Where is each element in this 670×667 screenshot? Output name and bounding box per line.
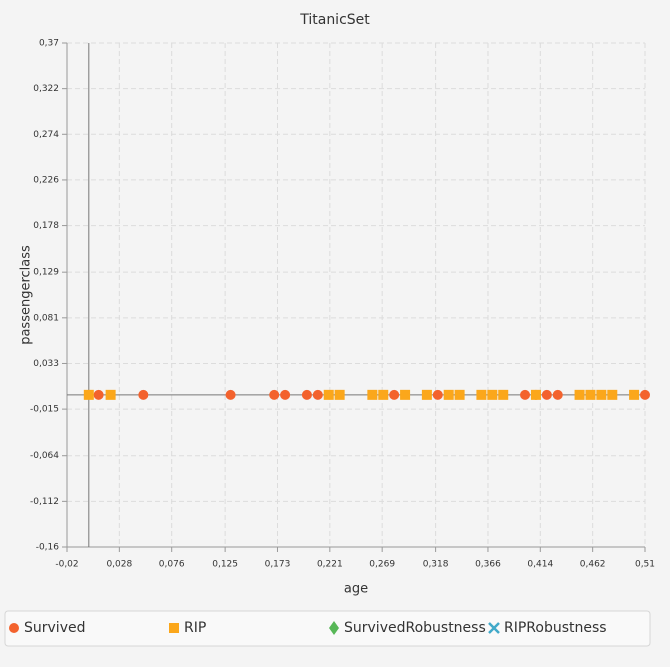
point bbox=[269, 389, 280, 400]
point bbox=[530, 389, 541, 400]
legend-label: RIPRobustness bbox=[504, 620, 607, 636]
legend-label: Survived bbox=[24, 620, 85, 636]
y-tick-label: -0,16 bbox=[36, 543, 60, 553]
point bbox=[443, 389, 454, 400]
point bbox=[432, 389, 443, 400]
point bbox=[389, 389, 400, 400]
plot-area bbox=[67, 43, 645, 547]
y-tick-label: 0,178 bbox=[33, 221, 59, 231]
point bbox=[454, 389, 465, 400]
point bbox=[323, 389, 334, 400]
y-tick-label: 0,37 bbox=[39, 39, 59, 49]
x-tick-label: 0,221 bbox=[317, 560, 343, 570]
point bbox=[552, 389, 563, 400]
y-tick-label: 0,322 bbox=[33, 84, 59, 94]
point bbox=[640, 389, 650, 400]
y-tick-label: 0,033 bbox=[33, 359, 59, 369]
y-tick-label: 0,274 bbox=[33, 130, 59, 140]
x-tick-label: 0,028 bbox=[106, 560, 132, 570]
legend-box bbox=[4, 610, 651, 647]
y-tick-label: -0,015 bbox=[30, 405, 59, 415]
point bbox=[585, 389, 596, 400]
y-tick-label: -0,064 bbox=[30, 451, 59, 461]
y-tick-label: 0,226 bbox=[33, 175, 59, 185]
point bbox=[378, 389, 389, 400]
x-tick-label: 0,462 bbox=[580, 560, 606, 570]
point bbox=[476, 389, 487, 400]
point bbox=[400, 389, 411, 400]
x-axis-label: age bbox=[344, 582, 368, 597]
x-tick-label: 0,076 bbox=[159, 560, 185, 570]
point bbox=[574, 389, 585, 400]
point bbox=[487, 389, 498, 400]
legend-marker bbox=[329, 621, 339, 635]
point bbox=[541, 389, 552, 400]
point bbox=[312, 389, 323, 400]
point bbox=[520, 389, 531, 400]
point bbox=[93, 389, 104, 400]
y-tick-label: 0,129 bbox=[33, 268, 59, 278]
legend-marker bbox=[488, 622, 500, 634]
point bbox=[607, 389, 618, 400]
chart-title: TitanicSet bbox=[299, 12, 370, 28]
point bbox=[138, 389, 149, 400]
x-tick-label: 0,269 bbox=[369, 560, 395, 570]
point bbox=[498, 389, 509, 400]
x-tick-label: 0,173 bbox=[265, 560, 291, 570]
x-tick-label: 0,51 bbox=[635, 560, 655, 570]
point bbox=[83, 389, 94, 400]
point bbox=[421, 389, 432, 400]
legend-label: SurvivedRobustness bbox=[344, 620, 486, 636]
x-tick-label: 0,125 bbox=[212, 560, 238, 570]
point bbox=[301, 389, 312, 400]
legend-label: RIP bbox=[184, 620, 206, 636]
point bbox=[596, 389, 607, 400]
y-axis-label: passengerclass bbox=[19, 245, 34, 345]
x-tick-label: 0,414 bbox=[527, 560, 553, 570]
point bbox=[334, 389, 345, 400]
x-tick-label: 0,318 bbox=[423, 560, 449, 570]
point bbox=[105, 389, 116, 400]
point bbox=[629, 389, 640, 400]
legend-marker bbox=[9, 623, 19, 633]
point bbox=[280, 389, 291, 400]
x-tick-label: 0,366 bbox=[475, 560, 501, 570]
point bbox=[225, 389, 236, 400]
y-tick-label: 0,081 bbox=[33, 313, 59, 323]
legend-marker bbox=[169, 623, 179, 633]
point bbox=[367, 389, 378, 400]
x-tick-label: -0,02 bbox=[55, 560, 78, 570]
y-tick-label: -0,112 bbox=[30, 497, 59, 507]
